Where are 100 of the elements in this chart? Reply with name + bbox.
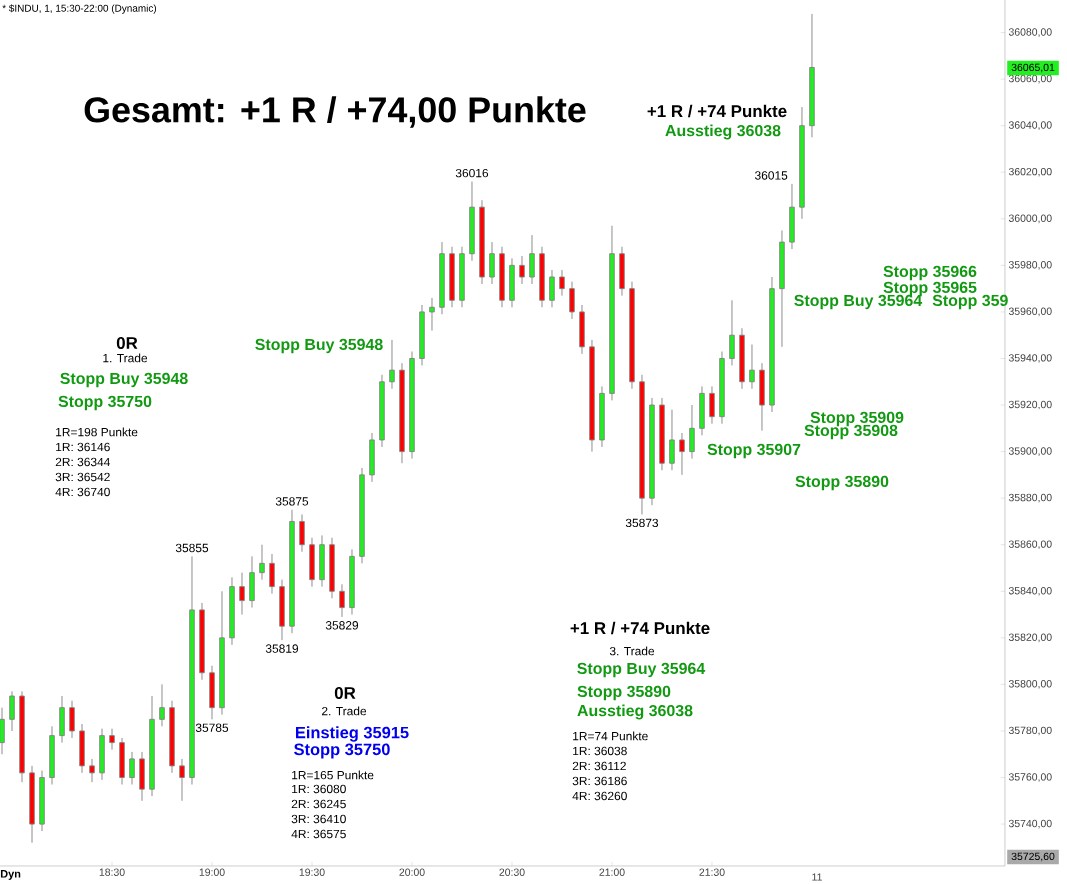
- candlestick: [339, 583, 345, 618]
- candlestick: [9, 690, 15, 732]
- x-tick-label: 18:30: [99, 868, 125, 876]
- annotation: Ausstieg 36038: [577, 704, 693, 720]
- annotation: Stopp 35750: [294, 743, 390, 759]
- annotation: Stopp Buy 35948: [60, 372, 188, 388]
- x-tick-label: 20:00: [399, 868, 425, 876]
- y-tick-label: 35740,00: [1008, 819, 1052, 829]
- y-tick-label: 35920,00: [1008, 400, 1052, 410]
- candlestick: [429, 297, 435, 331]
- annotation: 0R: [334, 686, 356, 699]
- y-tick-label: 35940,00: [1008, 354, 1052, 363]
- y-tick-label: 36000,00: [1008, 214, 1052, 224]
- y-tick-label: 35880,00: [1008, 493, 1052, 503]
- annotation: 2R: 36245: [291, 799, 346, 809]
- candlestick: [109, 728, 115, 751]
- annotation: 1. Trade: [103, 353, 148, 363]
- candlestick: [549, 269, 555, 308]
- candlestick: [239, 572, 245, 616]
- y-tick-label: 35860,00: [1008, 540, 1052, 550]
- annotation: 4R: 36575: [291, 829, 346, 839]
- candlestick: [749, 344, 755, 390]
- candlestick: [569, 281, 575, 320]
- candlestick: [679, 432, 685, 476]
- x-tick-label: 19:30: [299, 868, 325, 876]
- y-tick-label: 35760,00: [1008, 773, 1052, 782]
- annotation: 1R: 36146: [56, 442, 110, 452]
- candlestick: [729, 299, 735, 366]
- text: 36065,01: [1011, 63, 1055, 73]
- annotation: Stopp Buy 35964: [577, 662, 706, 678]
- text: 35725,60: [1011, 852, 1055, 862]
- x-tick-label: 21:30: [699, 868, 725, 876]
- annotation: 1R=74 Punkte: [573, 731, 648, 741]
- annotation: Stopp Buy 35948: [255, 338, 383, 354]
- candlestick: [389, 339, 395, 390]
- annotation: 35829: [325, 621, 359, 630]
- candlestick: [519, 255, 525, 285]
- candlestick: [299, 514, 305, 553]
- annotation: 3R: 36542: [55, 472, 110, 482]
- annotation: 0R: [116, 336, 138, 349]
- y-tick-label: 35960,00: [1008, 307, 1052, 317]
- annotation: 36016: [455, 168, 489, 178]
- candlestick: [69, 700, 75, 739]
- annotation: Stopp 35890: [577, 685, 671, 701]
- annotation: 1R=198 Punkte: [56, 427, 138, 437]
- annotation: 35819: [265, 644, 299, 653]
- y-tick-label: 36020,00: [1008, 167, 1052, 177]
- annotation: 4R: 36260: [572, 791, 627, 801]
- candlestick: [489, 241, 495, 285]
- annotation: Stopp 35966: [883, 265, 977, 281]
- y-tick-label: 36080,00: [1008, 28, 1052, 37]
- candlestick: [0, 707, 5, 755]
- chart-title: * $INDU, 1, 15:30-22:00 (Dynamic): [2, 4, 157, 14]
- annotation: 3R: 36186: [572, 776, 627, 786]
- candlestick: [179, 758, 185, 802]
- annotation: 35785: [195, 723, 229, 732]
- candlestick: [529, 234, 535, 285]
- y-tick-label: 35900,00: [1008, 447, 1052, 456]
- annotation: Einstieg 35915: [295, 726, 409, 742]
- annotation: 1R: 36080: [292, 784, 346, 794]
- annotation: 2R: 36344: [55, 457, 111, 467]
- x-tick-label: 21:00: [599, 868, 625, 876]
- y-tick-label: 35780,00: [1008, 726, 1052, 736]
- candlestick: [259, 544, 265, 581]
- text: Dyn: [0, 870, 21, 880]
- x-tick-label: 20:30: [499, 868, 525, 876]
- annotation: 35855: [175, 543, 209, 553]
- annotation: +1 R / +74 Punkte: [647, 104, 787, 118]
- annotation: 3R: 36410: [291, 814, 346, 824]
- candlestick: [669, 409, 675, 471]
- candlestick: [689, 404, 695, 460]
- y-tick-label: 35800,00: [1008, 680, 1052, 689]
- annotation: +1 R / +74 Punkte: [570, 621, 710, 635]
- y-tick-label: 35980,00: [1008, 261, 1052, 270]
- x-tick-label: 19:00: [199, 868, 225, 876]
- y-tick-label: 36040,00: [1008, 121, 1052, 131]
- annotation: 4R: 36740: [55, 487, 110, 497]
- annotation: Stopp 35750: [58, 395, 152, 411]
- candlestick: [269, 553, 275, 595]
- y-tick-label: 35840,00: [1008, 586, 1052, 596]
- annotation: Stopp 359: [932, 294, 1008, 310]
- annotation: Gesamt: +1 R / +74,00 Punkte: [84, 96, 586, 128]
- candlestick: [89, 758, 95, 783]
- candlestick: [159, 683, 165, 727]
- annotation: Stopp 35890: [795, 475, 889, 491]
- annotation: 35873: [625, 518, 659, 528]
- annotation: 36015: [754, 171, 788, 180]
- text: 11: [812, 873, 822, 881]
- annotation: 2. Trade: [322, 706, 367, 716]
- annotation: Ausstieg 36038: [665, 124, 781, 140]
- candlestick: [709, 385, 715, 425]
- annotation: 1R: 36038: [573, 746, 627, 756]
- y-tick-label: 36060,00: [1008, 74, 1052, 84]
- candlestick: [129, 751, 135, 785]
- annotation: Stopp 35907: [707, 443, 801, 459]
- candlestick: [559, 269, 565, 297]
- annotation: 3. Trade: [609, 646, 655, 656]
- annotation: 35875: [275, 497, 309, 506]
- annotation: 2R: 36112: [572, 761, 626, 771]
- annotation: 1R=165 Punkte: [292, 770, 374, 780]
